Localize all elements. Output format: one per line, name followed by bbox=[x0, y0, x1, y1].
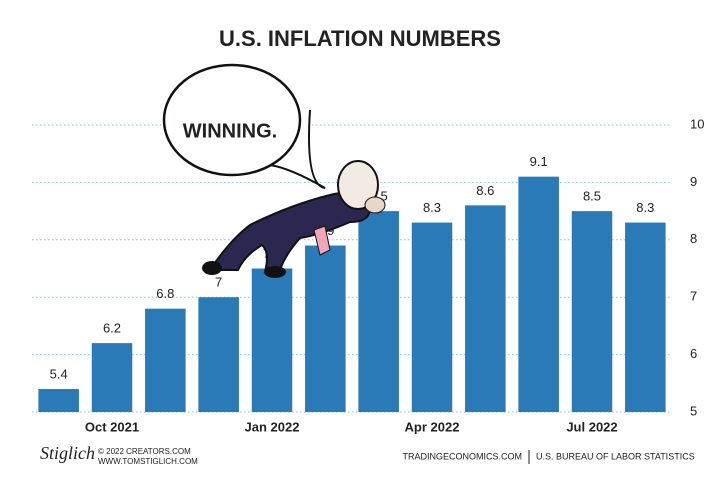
value-label: 8.3 bbox=[423, 200, 441, 215]
bar bbox=[518, 176, 559, 412]
source: U.S. BUREAU OF LABOR STATISTICS bbox=[536, 451, 695, 461]
speech-text: WINNING. bbox=[183, 120, 277, 142]
value-label: 8.3 bbox=[636, 200, 654, 215]
bar bbox=[251, 268, 293, 412]
value-label: 7 bbox=[215, 275, 222, 290]
y-tick-label: 5 bbox=[690, 403, 697, 418]
y-tick-label: 7 bbox=[690, 289, 697, 304]
bar bbox=[198, 297, 239, 412]
bar bbox=[38, 389, 79, 412]
value-label: 6.2 bbox=[103, 321, 121, 336]
bar bbox=[145, 308, 186, 412]
y-tick-label: 6 bbox=[690, 346, 697, 361]
website: WWW.TOMSTIGLICH.COM bbox=[98, 457, 198, 466]
y-tick-label: 10 bbox=[690, 116, 704, 131]
bar bbox=[625, 222, 666, 412]
value-label: 6.8 bbox=[156, 286, 174, 301]
value-label: 8.6 bbox=[476, 183, 494, 198]
source: TRADINGECONOMICS.COM bbox=[402, 451, 522, 461]
x-tick-label: Apr 2022 bbox=[405, 419, 460, 434]
copyright: © 2022 CREATORS.COM bbox=[98, 447, 191, 456]
speech-bubble bbox=[162, 63, 326, 189]
y-tick-label: 9 bbox=[690, 174, 697, 189]
chart-title: U.S. INFLATION NUMBERS bbox=[219, 26, 501, 51]
y-tick-label: 8 bbox=[690, 231, 697, 246]
bar bbox=[465, 205, 506, 412]
signature: Stiglich bbox=[40, 443, 95, 463]
value-label: 8.5 bbox=[583, 189, 601, 204]
cartoon-figure bbox=[202, 160, 386, 278]
bar bbox=[305, 245, 346, 412]
value-label: 5.4 bbox=[50, 366, 68, 381]
bar bbox=[411, 222, 453, 412]
bar bbox=[358, 211, 399, 412]
x-tick-label: Jul 2022 bbox=[566, 419, 617, 434]
bar bbox=[91, 343, 133, 412]
bar bbox=[571, 211, 613, 412]
x-tick-label: Jan 2022 bbox=[245, 419, 300, 434]
value-label: 9.1 bbox=[530, 154, 548, 169]
x-tick-label: Oct 2021 bbox=[85, 419, 139, 434]
